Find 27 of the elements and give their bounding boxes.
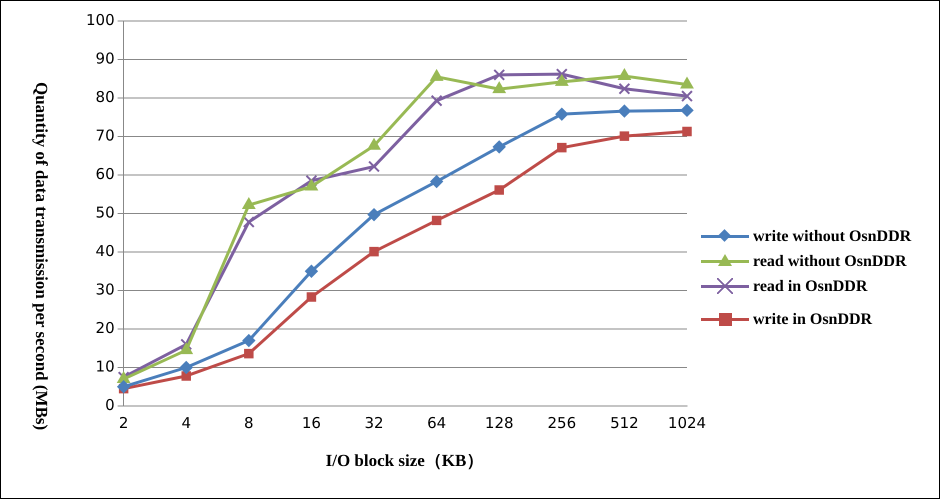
x-tick-label: 1024 xyxy=(668,414,706,432)
y-tick-label: 100 xyxy=(86,10,115,29)
y-tick-label: 10 xyxy=(96,357,115,376)
legend-label: read in OsnDDR xyxy=(753,277,868,296)
y-tick-label: 50 xyxy=(96,203,115,222)
x-tick-label: 256 xyxy=(547,414,576,432)
y-tick-label: 20 xyxy=(96,318,115,337)
x-tick-label: 512 xyxy=(610,414,639,432)
x-axis-title: I/O block size（KB） xyxy=(324,450,484,472)
x-tick-label: 64 xyxy=(427,414,446,432)
y-tick-label: 40 xyxy=(96,242,115,260)
y-tick-label: 70 xyxy=(96,126,115,144)
y-tick-label: 80 xyxy=(96,88,115,106)
y-tick-label: 90 xyxy=(96,49,115,68)
y-tick-label: 0 xyxy=(105,396,115,414)
legend-label: read without OsnDDR xyxy=(753,252,906,271)
legend-label: write without OsnDDR xyxy=(753,227,912,246)
x-tick-label: 32 xyxy=(364,414,384,432)
x-tick-label: 4 xyxy=(181,414,191,432)
y-axis-title: Quantity of data transmission per second (MBs) xyxy=(31,80,51,432)
y-tick-label: 60 xyxy=(96,164,115,183)
y-tick-label: 30 xyxy=(96,280,115,298)
x-tick-label: 2 xyxy=(118,414,128,432)
x-tick-label: 16 xyxy=(302,414,321,432)
x-tick-label: 128 xyxy=(484,414,514,432)
x-tick-label: 8 xyxy=(244,414,254,432)
legend-label: write in OsnDDR xyxy=(753,310,872,329)
